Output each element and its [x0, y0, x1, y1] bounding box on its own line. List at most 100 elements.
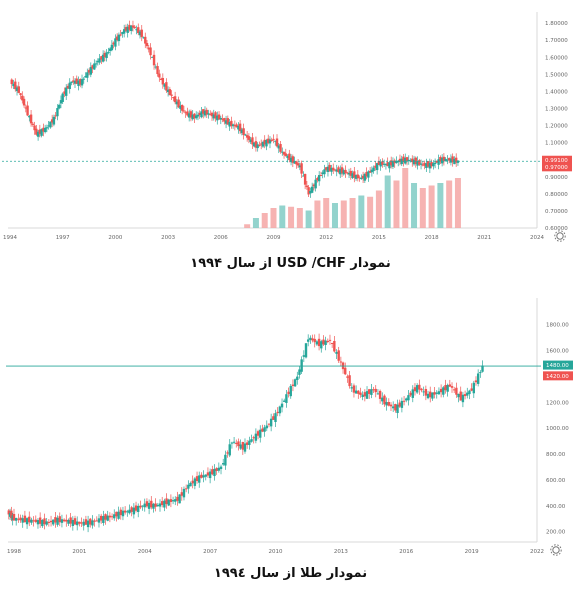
candle-body: [324, 340, 327, 346]
candle-body: [42, 127, 45, 132]
volume-bar: [411, 183, 418, 228]
candle-body: [21, 95, 24, 101]
candle-body: [54, 115, 57, 117]
candle-body: [147, 47, 150, 50]
candle-body: [433, 392, 436, 395]
candle-body: [94, 63, 98, 65]
candle-body: [112, 42, 115, 45]
x-tick-label: 2018: [425, 235, 439, 241]
x-tick-label: 2016: [399, 549, 413, 555]
candle-body: [32, 520, 35, 522]
candle-body: [77, 80, 80, 86]
candle-body: [446, 384, 449, 392]
candle-body: [29, 114, 33, 124]
candle-body: [274, 140, 277, 142]
candle-body: [335, 352, 338, 354]
volume-bar: [288, 206, 295, 228]
candle-body: [321, 172, 324, 175]
candle-body: [211, 469, 214, 475]
candle-body: [400, 400, 404, 408]
candle-body: [14, 517, 18, 521]
candle-body: [337, 167, 340, 173]
candle-body: [284, 153, 287, 157]
price-label-text: 0.99100: [545, 158, 568, 164]
candle-body: [176, 496, 179, 501]
candle-body: [144, 36, 147, 44]
candle-body: [206, 472, 210, 476]
candle-body: [374, 388, 377, 393]
candle-body: [363, 173, 367, 181]
candle-body: [170, 94, 173, 96]
candle-body: [141, 505, 144, 507]
candle-body: [11, 515, 14, 521]
candle-body: [198, 112, 201, 115]
candle-body: [276, 411, 279, 414]
candle-body: [381, 161, 384, 165]
candle-body: [103, 52, 107, 58]
candle-body: [418, 384, 421, 390]
candle-body: [47, 521, 51, 523]
candle-body: [291, 156, 295, 163]
volume-bar: [367, 196, 374, 228]
price-label-badge: [542, 162, 572, 172]
candle-body: [242, 128, 245, 135]
settings-gear-icon[interactable]: [554, 230, 566, 242]
candle-body: [180, 492, 183, 496]
candle-body: [10, 510, 13, 519]
candle-body: [52, 519, 55, 525]
candle-body: [110, 516, 114, 518]
candle-body: [171, 500, 175, 502]
candle-body: [134, 505, 138, 511]
candle-body: [226, 118, 230, 125]
candle-body: [184, 112, 187, 114]
candle-body: [166, 89, 170, 93]
candle-body: [22, 98, 26, 106]
candle-body: [330, 167, 333, 172]
candle-body: [151, 56, 154, 58]
candle-body: [468, 390, 471, 395]
candle-body: [224, 454, 227, 466]
candle-body: [272, 416, 275, 420]
candle-body: [56, 517, 59, 525]
candle-body: [300, 163, 303, 174]
candle-body: [352, 385, 356, 393]
candle-body: [89, 518, 92, 525]
y-tick-label: 1.60000: [545, 55, 568, 61]
candle-body: [396, 404, 399, 413]
candle-body: [306, 339, 310, 342]
candle-body: [354, 390, 358, 394]
candle-body: [186, 111, 189, 116]
candle-body: [228, 444, 231, 456]
candle-body: [28, 516, 31, 523]
chart2-caption: نمودار طلا از سال ۱۹۹٤: [213, 566, 368, 581]
volume-bar: [340, 200, 347, 228]
candle-body: [66, 85, 70, 89]
y-tick-label: 0.70000: [545, 209, 568, 215]
y-tick-label: 1.80000: [545, 21, 568, 27]
candle-body: [142, 37, 145, 39]
candle-body: [293, 161, 296, 164]
candle-body: [187, 484, 190, 489]
candle-body: [344, 169, 347, 174]
candle-body: [106, 515, 109, 521]
candle-body: [268, 139, 272, 144]
candle-body: [139, 505, 142, 508]
candle-body: [87, 70, 91, 73]
candle-body: [446, 159, 449, 161]
candle-body: [99, 515, 103, 521]
candle-body: [177, 99, 180, 108]
candle-body: [78, 521, 81, 524]
candle-body: [260, 143, 263, 145]
candle-body: [283, 400, 286, 402]
candle-body: [344, 367, 347, 375]
candle-body: [248, 440, 251, 445]
x-tick-label: 1994: [3, 235, 17, 241]
settings-gear-icon[interactable]: [550, 544, 562, 556]
candle-body: [414, 157, 417, 164]
y-tick-label: 1600.00: [546, 349, 569, 355]
y-tick-label: 1.70000: [545, 38, 568, 44]
candle-body: [247, 136, 251, 140]
candle-body: [428, 163, 432, 169]
x-axis-ticks: 1994 1997 2000 2003 2006 2009 2012 2015 2018 2021…: [3, 235, 544, 241]
y-tick-label: 200.00: [546, 530, 566, 536]
